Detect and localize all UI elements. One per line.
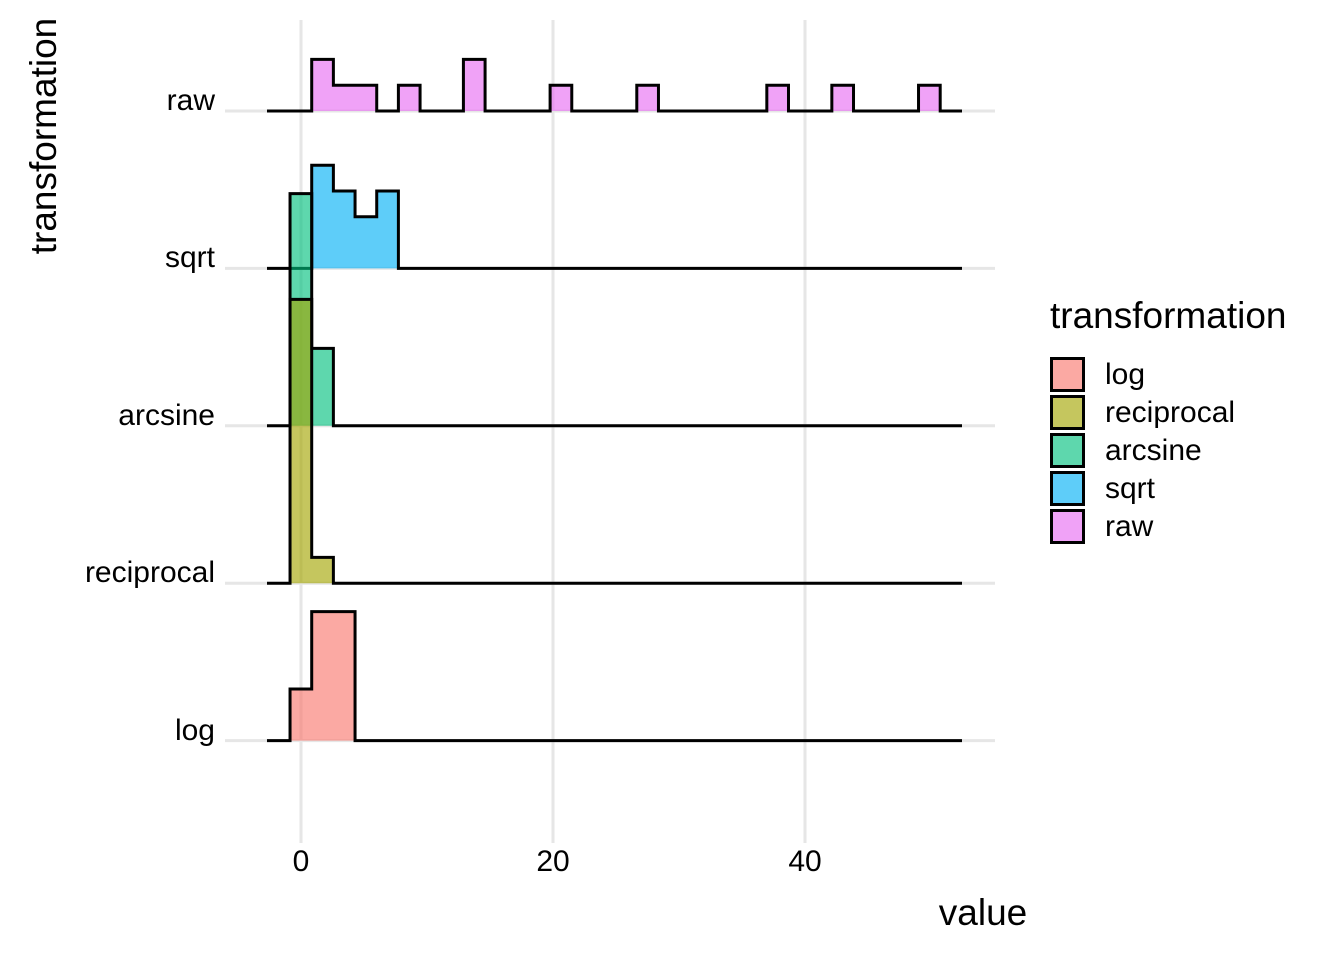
- y-axis-title: transformation: [23, 17, 64, 255]
- histogram-reciprocal: [267, 297, 962, 585]
- x-axis-tick-label-40: 40: [788, 845, 822, 878]
- legend-key-raw: [1050, 509, 1085, 544]
- legend-label-sqrt: sqrt: [1105, 472, 1156, 505]
- histogram-raw: [267, 57, 962, 113]
- y-axis-label-arcsine: arcsine: [118, 398, 215, 432]
- legend-item-raw: raw: [1050, 509, 1340, 544]
- x-axis-tick-label-0: 0: [292, 845, 310, 878]
- y-axis-label-log: log: [174, 713, 215, 747]
- y-axis-label-reciprocal: reciprocal: [84, 556, 215, 590]
- y-axis-label-raw: raw: [166, 84, 215, 117]
- x-axis-tick-label-20: 20: [536, 845, 570, 878]
- legend-label-reciprocal: reciprocal: [1105, 396, 1236, 429]
- legend-title: transformation: [1050, 295, 1287, 336]
- legend-label-log: log: [1105, 358, 1146, 391]
- legend-label-arcsine: arcsine: [1105, 434, 1202, 467]
- histogram-sqrt: [267, 163, 962, 270]
- legend-item-arcsine: arcsine: [1050, 433, 1340, 468]
- legend-key-arcsine: [1050, 433, 1085, 468]
- legend-key-reciprocal: [1050, 395, 1085, 430]
- legend-item-log: log: [1050, 357, 1340, 392]
- x-axis-title: value: [938, 892, 1028, 933]
- legend: transformation log reciprocal arcsine sqrt r…: [1050, 295, 1340, 547]
- legend-key-log: [1050, 357, 1085, 392]
- legend-items: log reciprocal arcsine sqrt raw: [1050, 357, 1340, 544]
- legend-label-raw: raw: [1105, 510, 1154, 543]
- legend-item-sqrt: sqrt: [1050, 471, 1340, 506]
- y-axis-label-sqrt: sqrt: [164, 241, 215, 275]
- legend-key-sqrt: [1050, 471, 1085, 506]
- legend-item-reciprocal: reciprocal: [1050, 395, 1340, 430]
- histogram-log: [267, 610, 962, 743]
